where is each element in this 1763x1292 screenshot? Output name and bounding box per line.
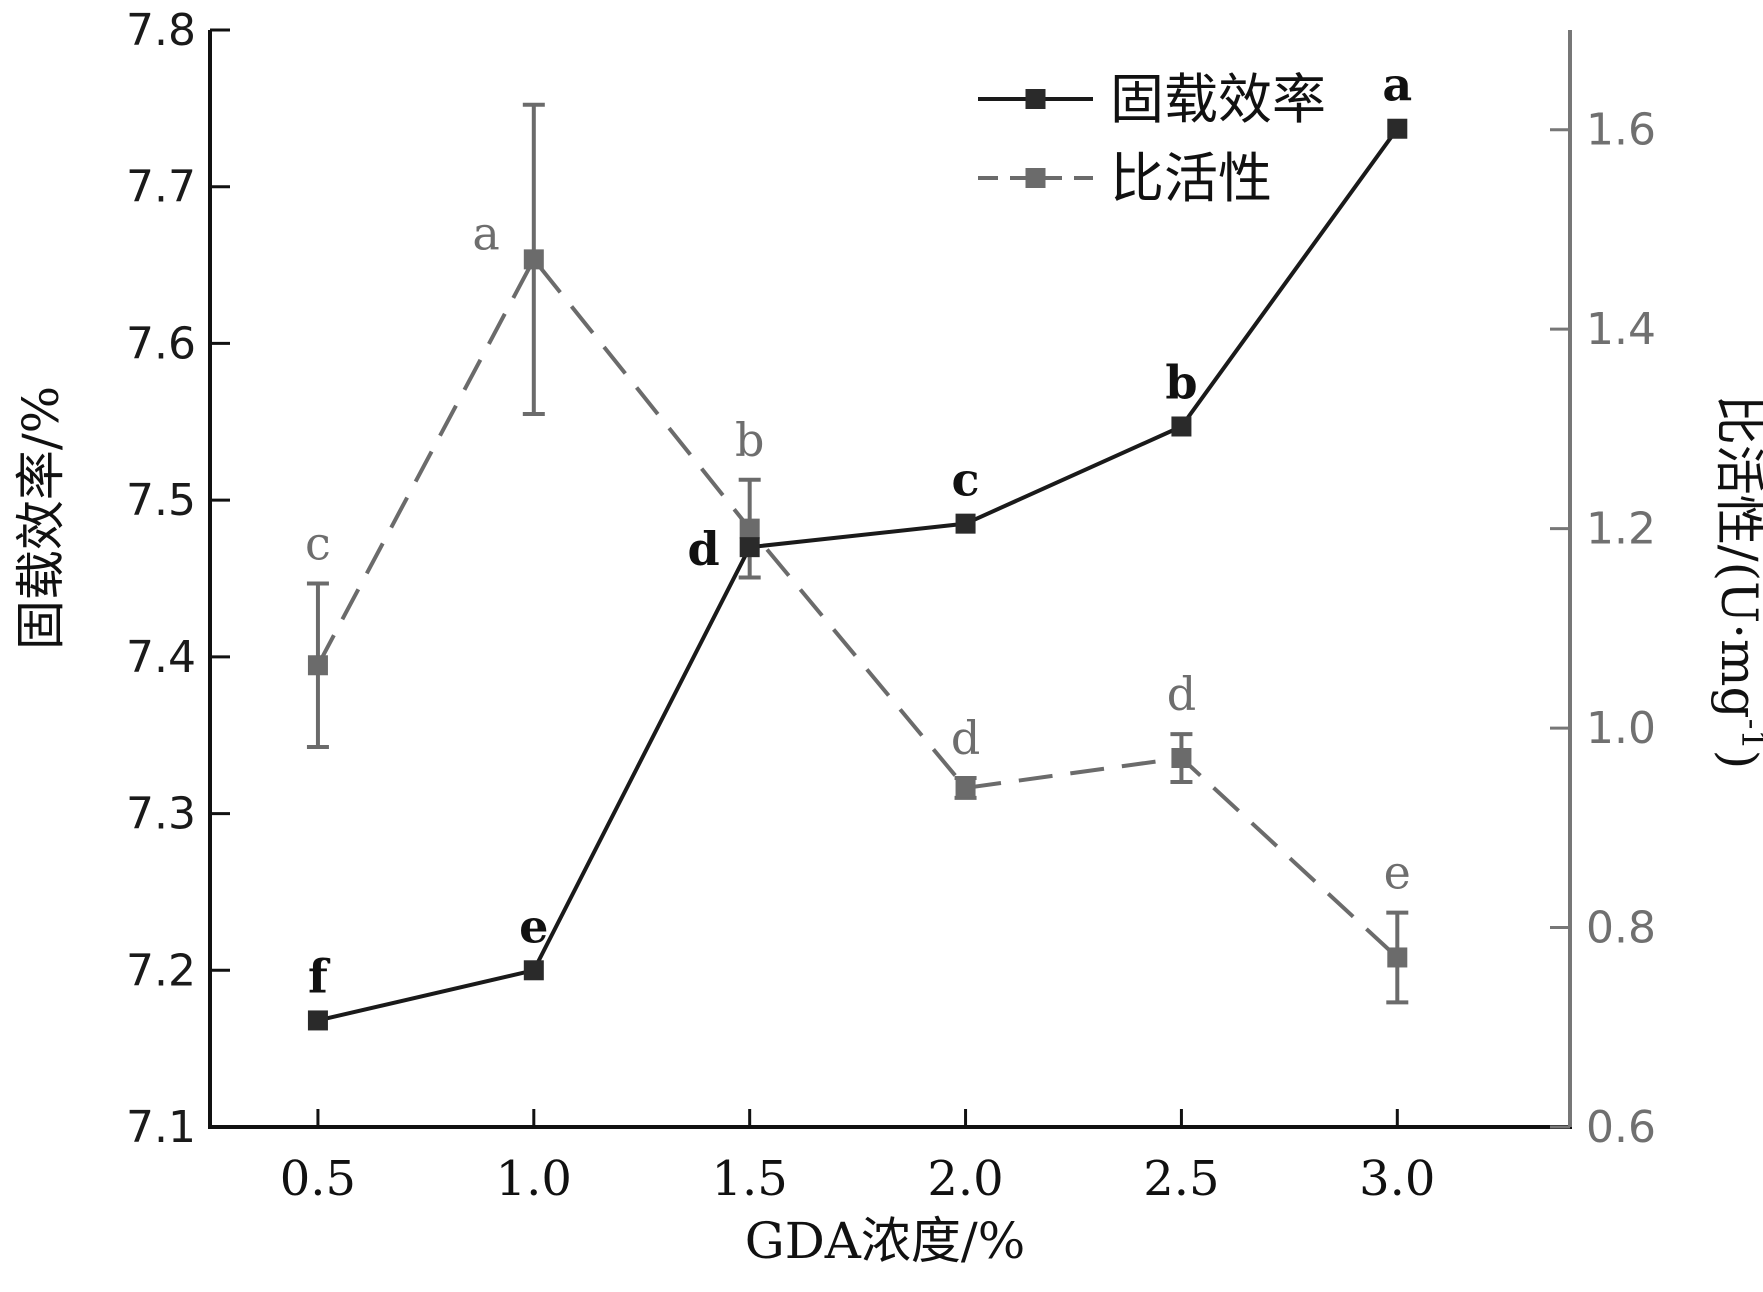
activity-point-3: [955, 777, 976, 798]
y-left-tick-label-6: 7.7: [126, 162, 196, 213]
x-tick-label-3: 2.0: [927, 1151, 1003, 1207]
x-tick-label-0: 0.5: [280, 1151, 356, 1207]
x-axis-title: GDA浓度/%: [745, 1212, 1026, 1270]
axes: 7.1 7.2 7.3 7.4 7.5 7.6 7.7 7.8 0.6 0.8 1.0 1.2 1.4 1…: [126, 5, 1656, 1207]
activity-label-2: b: [735, 413, 764, 467]
y-left-tick-label-7: 7.8: [126, 5, 196, 56]
y-left-tick-label-0: 7.1: [126, 1102, 196, 1153]
efficiency-point-4: [1171, 416, 1192, 437]
efficiency-label-4: b: [1165, 355, 1197, 409]
y-right-tick-label-0: 0.6: [1586, 1102, 1656, 1153]
activity-label-1: a: [472, 206, 499, 260]
activity-label-5: e: [1384, 846, 1411, 900]
activity-label-4: d: [1167, 667, 1196, 721]
activity-point-5: [1387, 947, 1408, 968]
activity-point-4: [1171, 748, 1192, 769]
efficiency-point-0: [307, 1010, 328, 1031]
y-axis-left-title: 固载效率/%: [12, 386, 70, 650]
legend-activity-label: 比活性: [1110, 147, 1272, 210]
series-activity-line: [316, 255, 1399, 959]
legend-activity-marker: [1025, 168, 1046, 188]
y-axis-right-title: 比活性/(U·mg-1): [1710, 395, 1763, 770]
efficiency-point-3: [955, 513, 976, 534]
y-left-tick-label-3: 7.4: [126, 632, 196, 683]
efficiency-point-5: [1387, 118, 1408, 139]
efficiency-point-2: [739, 537, 760, 558]
x-tick-label-2: 1.5: [712, 1151, 788, 1207]
efficiency-label-5: a: [1382, 58, 1412, 112]
labels-layer: f e d c b a c a b d d e: [305, 58, 1412, 1004]
activity-label-0: c: [305, 516, 331, 570]
y-left-tick-label-2: 7.3: [126, 789, 196, 840]
activity-label-3: d: [951, 711, 980, 765]
efficiency-label-2: d: [688, 522, 720, 576]
y-right-tick-label-4: 1.4: [1586, 304, 1656, 355]
x-tick-label-5: 3.0: [1359, 1151, 1435, 1207]
activity-point-2: [739, 518, 760, 539]
y-axis-right-title-close: ): [1710, 750, 1763, 770]
y-left-tick-label-5: 7.6: [126, 318, 196, 369]
legend-efficiency-label: 固载效率: [1110, 68, 1326, 131]
activity-point-0: [307, 655, 328, 676]
efficiency-label-3: c: [952, 453, 980, 507]
legend-efficiency-marker: [1025, 89, 1046, 109]
y-right-tick-label-3: 1.2: [1586, 504, 1656, 555]
y-axis-right-title-sup: -1: [1734, 719, 1763, 750]
efficiency-label-1: e: [519, 899, 548, 953]
y-right-tick-label-5: 1.6: [1586, 105, 1656, 156]
x-tick-label-1: 1.0: [496, 1151, 572, 1207]
efficiency-label-0: f: [308, 949, 331, 1003]
activity-point-1: [523, 249, 544, 270]
y-right-tick-label-2: 1.0: [1586, 703, 1656, 754]
y-axis-right-title-main: 比活性/(U·mg: [1710, 395, 1763, 719]
y-left-tick-label-1: 7.2: [126, 945, 196, 996]
y-right-tick-label-1: 0.8: [1586, 903, 1656, 954]
x-tick-label-4: 2.5: [1143, 1151, 1219, 1207]
efficiency-point-1: [523, 960, 544, 981]
y-left-tick-label-4: 7.5: [126, 475, 196, 526]
series-efficiency-line: [317, 127, 1399, 1023]
series-layer: [306, 102, 1409, 1031]
